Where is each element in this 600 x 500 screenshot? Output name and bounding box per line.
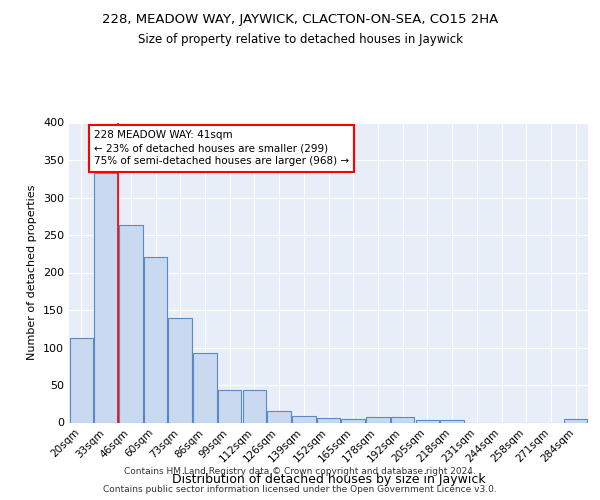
Bar xyxy=(94,173,118,422)
Bar xyxy=(193,353,217,422)
Y-axis label: Number of detached properties: Number of detached properties xyxy=(28,185,37,360)
Bar xyxy=(218,390,241,422)
Bar xyxy=(119,224,143,422)
Bar xyxy=(70,338,93,422)
Bar xyxy=(144,257,167,422)
Text: Size of property relative to detached houses in Jaywick: Size of property relative to detached ho… xyxy=(137,32,463,46)
Text: 228 MEADOW WAY: 41sqm
← 23% of detached houses are smaller (299)
75% of semi-det: 228 MEADOW WAY: 41sqm ← 23% of detached … xyxy=(94,130,349,166)
Bar xyxy=(564,419,587,422)
Bar xyxy=(292,416,316,422)
X-axis label: Distribution of detached houses by size in Jaywick: Distribution of detached houses by size … xyxy=(172,472,485,486)
Bar xyxy=(341,419,365,422)
Bar xyxy=(440,420,464,422)
Bar xyxy=(366,417,389,422)
Bar xyxy=(391,416,415,422)
Text: Contains public sector information licensed under the Open Government Licence v3: Contains public sector information licen… xyxy=(103,485,497,494)
Text: Contains HM Land Registry data © Crown copyright and database right 2024.: Contains HM Land Registry data © Crown c… xyxy=(124,467,476,476)
Bar xyxy=(268,410,291,422)
Bar xyxy=(317,418,340,422)
Bar xyxy=(416,420,439,422)
Bar xyxy=(169,318,192,422)
Text: 228, MEADOW WAY, JAYWICK, CLACTON-ON-SEA, CO15 2HA: 228, MEADOW WAY, JAYWICK, CLACTON-ON-SEA… xyxy=(102,12,498,26)
Bar xyxy=(242,390,266,422)
